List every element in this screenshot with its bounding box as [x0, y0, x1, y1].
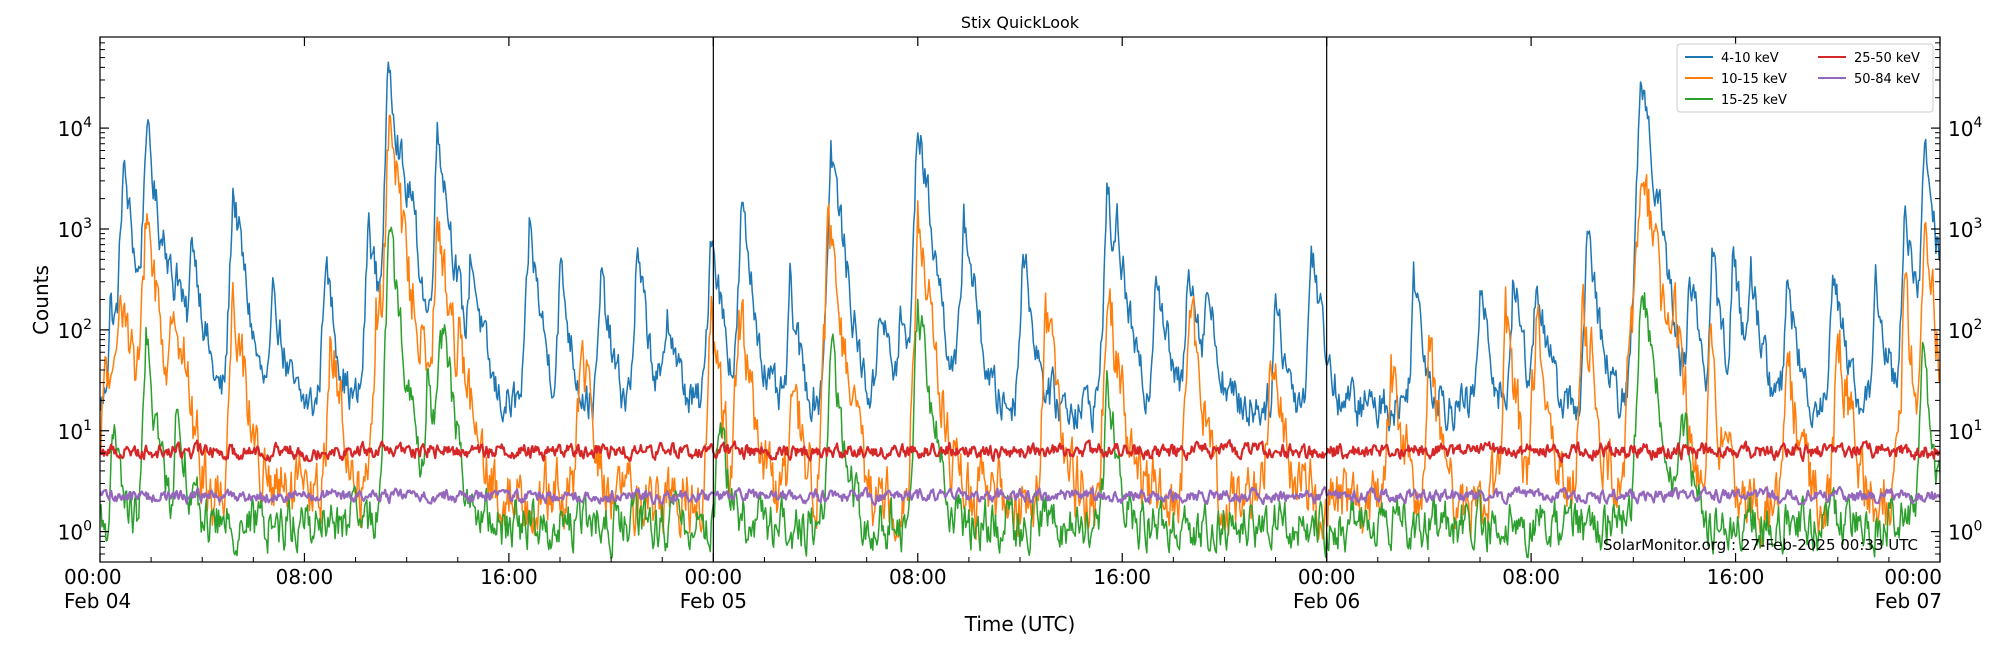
y-tick-label-left: 102 — [58, 317, 92, 343]
legend-label: 15-25 keV — [1721, 93, 1787, 108]
x-tick-label: 00:00 — [1884, 565, 1942, 589]
y-tick-label-right: 102 — [1948, 317, 1982, 343]
series-line-15-25-keV — [100, 226, 1940, 559]
series-line-50-84-keV — [100, 485, 1940, 507]
series-line-25-50-keV — [100, 439, 1940, 464]
series-layer — [100, 61, 1940, 559]
x-tick-date-label: Feb 05 — [680, 589, 747, 613]
x-tick-label: 08:00 — [889, 565, 947, 589]
legend-label: 4-10 keV — [1721, 51, 1779, 66]
x-tick-label: 00:00 — [1298, 565, 1356, 589]
y-tick-label-left: 101 — [58, 418, 92, 444]
y-tick-label-right: 101 — [1948, 418, 1982, 444]
legend: 4-10 keV 10-15 keV 15-25 keV 25-50 keV 50-84… — [1676, 43, 1934, 113]
watermark-text: SolarMonitor.org : 27-Feb-2025 00:33 UTC — [1603, 536, 1918, 554]
x-tick-label: 00:00 — [64, 565, 122, 589]
y-tick-label-right: 104 — [1948, 115, 1982, 141]
y-axis-ticks: 100 100 101 101 102 102 103 103 104 104 — [58, 36, 1982, 563]
y-tick-label-left: 104 — [58, 115, 92, 141]
x-axis-label: Time (UTC) — [964, 612, 1076, 636]
x-tick-date-label: Feb 07 — [1875, 589, 1942, 613]
legend-label: 10-15 keV — [1721, 72, 1787, 87]
legend-label: 50-84 keV — [1854, 72, 1920, 87]
y-tick-label-right: 100 — [1948, 519, 1982, 545]
y-axis-label: Counts — [29, 265, 53, 335]
y-tick-label-left: 103 — [58, 216, 92, 242]
x-tick-label: 08:00 — [276, 565, 334, 589]
x-tick-date-label: Feb 06 — [1293, 589, 1360, 613]
x-tick-label: 16:00 — [480, 565, 538, 589]
day-boundary-lines — [712, 37, 1328, 562]
x-tick-label: 00:00 — [685, 565, 743, 589]
series-line-4-10-keV — [100, 61, 1940, 434]
x-tick-date-label: Feb 04 — [64, 589, 131, 613]
x-tick-label: 08:00 — [1502, 565, 1560, 589]
legend-box — [1676, 43, 1934, 113]
x-tick-label: 16:00 — [1707, 565, 1765, 589]
legend-label: 25-50 keV — [1854, 51, 1920, 66]
y-tick-label-right: 103 — [1948, 216, 1982, 242]
series-line-10-15-keV — [100, 114, 1940, 548]
chart-title: Stix QuickLook — [961, 13, 1080, 32]
x-tick-label: 16:00 — [1093, 565, 1151, 589]
y-tick-label-left: 100 — [58, 519, 92, 545]
